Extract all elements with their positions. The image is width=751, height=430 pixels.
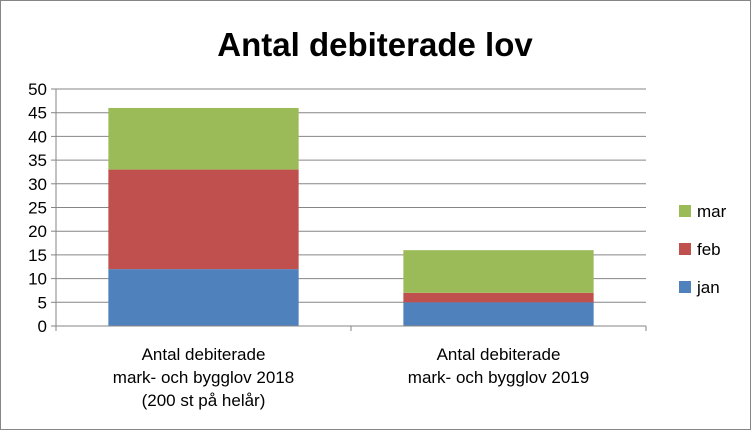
category-label-line: (200 st på helår) [142, 391, 266, 410]
legend-swatch-mar [679, 205, 691, 217]
legend-swatch-feb [679, 243, 691, 255]
chart-title: Antal debiterade lov [217, 26, 533, 63]
category-label-line: mark- och bygglov 2018 [113, 368, 294, 387]
bar-mar-2 [403, 250, 594, 293]
bars [108, 107, 594, 326]
legend-swatch-jan [679, 281, 691, 293]
y-tick-label: 25 [28, 199, 47, 218]
y-tick-label: 0 [38, 317, 47, 336]
y-tick-label: 40 [28, 127, 47, 146]
category-label-line: Antal debiterade [437, 345, 561, 364]
y-axis-tick-labels: 0 5 10 15 20 25 30 35 40 45 50 [28, 80, 47, 336]
bar-jan-1 [108, 269, 299, 326]
bar-feb-2 [403, 292, 594, 303]
category-label: Antal debiterade mark- och bygglov 2018 (2… [113, 345, 294, 410]
y-tick-label: 45 [28, 104, 47, 123]
bar-feb-1 [108, 169, 299, 270]
y-tick-label: 30 [28, 175, 47, 194]
bar-jan-2 [403, 302, 594, 326]
y-tick-label: 20 [28, 222, 47, 241]
category-label-line: Antal debiterade [142, 345, 266, 364]
legend-label-feb: feb [697, 240, 721, 259]
legend: mar feb jan [679, 202, 727, 297]
category-label: Antal debiterade mark- och bygglov 2019 [408, 345, 589, 387]
y-tick-label: 10 [28, 270, 47, 289]
y-tick-label: 15 [28, 246, 47, 265]
y-tick-label: 50 [28, 80, 47, 99]
bar-mar-1 [108, 107, 299, 170]
legend-label-jan: jan [696, 278, 720, 297]
x-axis-category-labels: Antal debiterade mark- och bygglov 2018 (2… [113, 345, 589, 410]
y-tick-label: 35 [28, 151, 47, 170]
legend-label-mar: mar [697, 202, 727, 221]
axes [51, 88, 647, 331]
y-tick-label: 5 [38, 293, 47, 312]
category-label-line: mark- och bygglov 2019 [408, 368, 589, 387]
